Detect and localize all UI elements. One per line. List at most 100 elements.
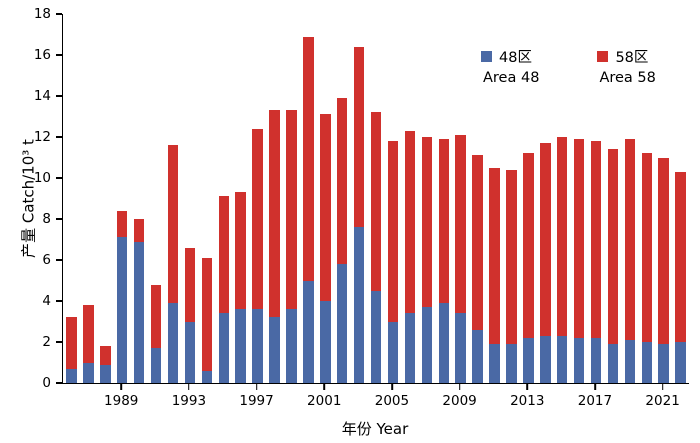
bar-2014-area48-segment	[540, 335, 551, 383]
bar-slot-2018	[605, 14, 622, 383]
bar-1997-area48-segment	[252, 309, 263, 383]
bar-1989	[116, 14, 128, 383]
bar-1988-area58-segment	[100, 346, 111, 365]
bar-slot-1989	[114, 14, 131, 383]
bar-1992-area58-segment	[167, 145, 179, 304]
bar-slot-2011	[486, 14, 503, 383]
bar-2015	[556, 14, 568, 383]
bar-slot-2017	[588, 14, 605, 383]
bar-1994	[201, 14, 213, 383]
legend-label-area58-cn: 58区	[615, 50, 649, 66]
y-tick-label-18: 18	[33, 5, 51, 22]
x-tick-mark-2009	[458, 384, 461, 390]
bar-1991-area58-segment	[150, 284, 162, 349]
bar-1991	[150, 14, 162, 383]
y-tick-mark-8	[56, 218, 62, 220]
bar-1991-area48-segment	[150, 348, 162, 383]
bar-2020-area48-segment	[641, 342, 653, 383]
bar-slot-2012	[503, 14, 520, 383]
area48-swatch-icon	[481, 51, 492, 62]
x-tick-label-2017: 2017	[577, 393, 613, 409]
legend-item-area48: 48区 Area 48	[481, 46, 539, 86]
bar-slot-2007	[418, 14, 435, 383]
bar-2022-area48-segment	[675, 342, 686, 383]
bar-slot-2021	[655, 14, 672, 383]
bar-slot-1992	[165, 14, 182, 383]
bar-2015-area48-segment	[556, 335, 568, 383]
bar-2000	[303, 14, 314, 383]
bar-1995-area48-segment	[218, 313, 229, 383]
bar-1988-area48-segment	[100, 364, 111, 383]
y-axis-label: 产量 Catch/10³ t	[19, 139, 38, 258]
bar-slot-2003	[351, 14, 368, 383]
bar-2017	[590, 14, 602, 383]
bar-slot-1996	[232, 14, 249, 383]
bar-2014	[540, 14, 551, 383]
bar-2016-area48-segment	[573, 337, 585, 383]
bar-1990-area48-segment	[133, 241, 145, 383]
bar-2013-area48-segment	[523, 337, 534, 383]
bar-1994-area58-segment	[201, 257, 213, 371]
bar-slot-2006	[401, 14, 418, 383]
bar-2004-area58-segment	[370, 112, 382, 291]
bar-2013-area58-segment	[523, 153, 534, 338]
bar-2001	[320, 14, 331, 383]
y-tick-label-2: 2	[42, 333, 51, 350]
bar-slot-2002	[334, 14, 351, 383]
bar-2009-area58-segment	[455, 134, 466, 314]
bar-slot-1988	[97, 14, 114, 383]
bar-2019	[624, 14, 636, 383]
x-tick-label-2013: 2013	[510, 393, 545, 409]
x-tick-mark-1993	[188, 384, 190, 390]
y-tick-mark-14	[56, 95, 62, 97]
bar-2019-area48-segment	[624, 339, 636, 383]
bar-2010-area58-segment	[472, 155, 483, 330]
bar-1998-area58-segment	[269, 110, 280, 318]
bar-slot-2010	[469, 14, 486, 383]
bar-2005-area48-segment	[387, 321, 399, 383]
bar-1986	[66, 14, 77, 383]
y-tick-mark-12	[56, 136, 62, 138]
y-axis: 0 2 4 6 8 10 12 14 16 18	[0, 7, 62, 389]
legend-item-area58: 58区 Area 58	[597, 46, 656, 86]
bar-2009-area48-segment	[455, 313, 466, 383]
bar-slot-2019	[621, 14, 638, 383]
bar-1993-area48-segment	[184, 321, 196, 383]
bar-1994-area48-segment	[201, 370, 213, 383]
bar-2017-area48-segment	[590, 337, 602, 383]
bar-slot-1998	[266, 14, 283, 383]
bar-slot-1995	[215, 14, 232, 383]
bar-2007-area58-segment	[421, 137, 433, 308]
bar-2002-area48-segment	[336, 264, 348, 383]
bar-2000-area58-segment	[303, 36, 314, 281]
bar-1999-area58-segment	[286, 110, 297, 310]
bar-slot-2008	[435, 14, 452, 383]
bar-1987	[83, 14, 94, 383]
x-tick-mark-1989	[120, 384, 122, 390]
y-tick-mark-6	[56, 259, 62, 261]
bar-1993	[184, 14, 196, 383]
bar-slot-1997	[249, 14, 266, 383]
x-axis-label: 年份 Year	[341, 420, 409, 438]
bar-slot-2022	[672, 14, 689, 383]
bar-2003	[353, 14, 365, 383]
bar-2011-area48-segment	[489, 344, 500, 383]
bar-2002	[336, 14, 348, 383]
bar-1993-area58-segment	[184, 247, 196, 322]
bar-2006-area48-segment	[404, 313, 416, 383]
bar-1988	[100, 14, 111, 383]
bar-slot-2001	[317, 14, 334, 383]
x-tick-label-2001: 2001	[307, 393, 342, 409]
bar-1997	[252, 14, 263, 383]
bar-2016-area58-segment	[573, 139, 585, 338]
bar-1990-area58-segment	[133, 219, 145, 242]
y-tick-mark-4	[56, 300, 62, 302]
bar-1989-area58-segment	[116, 210, 128, 238]
bar-slot-1993	[181, 14, 198, 383]
bar-slot-2009	[452, 14, 469, 383]
x-axis: 1989 1993 1997 2001 2005 2009 2013 2017 2021	[62, 384, 688, 414]
y-tick-label-10: 10	[33, 169, 51, 186]
x-tick-label-1997: 1997	[239, 393, 274, 409]
bar-2012	[506, 14, 517, 383]
